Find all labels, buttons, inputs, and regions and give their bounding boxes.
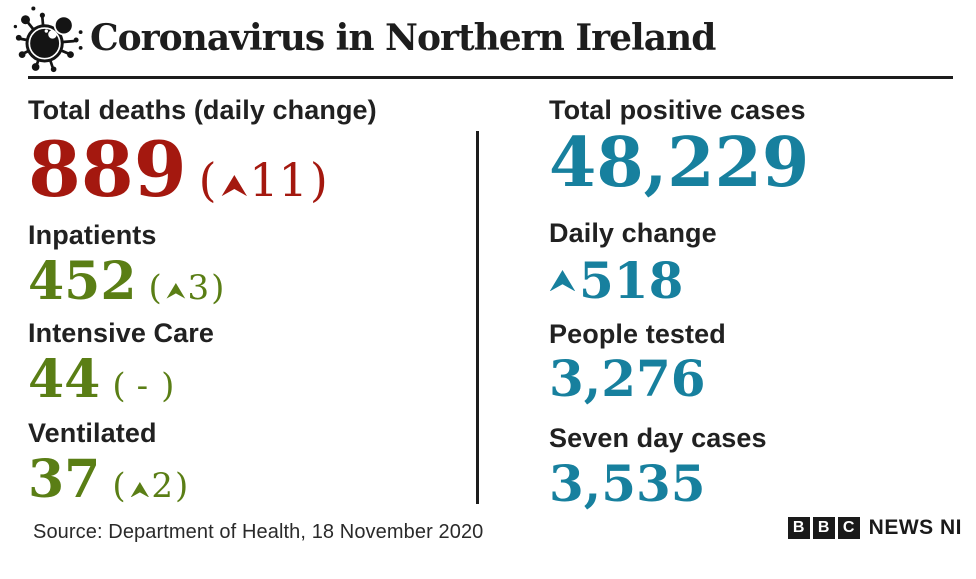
people-tested: 3,276 bbox=[549, 349, 706, 409]
stat-label: Total positive cases bbox=[549, 95, 806, 125]
up-arrow-icon bbox=[549, 269, 576, 292]
stat-people-tested: People tested 3,276 bbox=[549, 318, 976, 404]
up-arrow-icon bbox=[221, 175, 247, 197]
stat-label: Inpatients bbox=[28, 220, 157, 251]
hospital-stats-column: Total deaths (daily change) 889 ( 11 ) I… bbox=[28, 79, 476, 509]
paren-close: ) bbox=[175, 466, 189, 507]
change-value: - bbox=[136, 366, 149, 407]
stat-value: 452 ( 3 ) bbox=[28, 250, 476, 312]
daily-change-group: ( 2 ) bbox=[112, 469, 188, 503]
stat-label: Seven day cases bbox=[549, 423, 767, 454]
stat-ventilated: Ventilated 37 ( 2 ) bbox=[28, 419, 476, 506]
change-value: 3 bbox=[187, 267, 210, 308]
stat-label: People tested bbox=[549, 318, 726, 349]
change-value: 2 bbox=[151, 466, 173, 507]
up-arrow-icon bbox=[166, 283, 186, 299]
daily-change-group: ( 11 ) bbox=[199, 157, 328, 203]
bbc-logo-block: B bbox=[812, 517, 835, 539]
stat-value: 48,229 bbox=[549, 129, 976, 197]
stat-value: 3,276 bbox=[549, 354, 976, 404]
daily-change-group: ( 3 ) bbox=[149, 271, 225, 305]
stat-value: 889 ( 11 ) bbox=[28, 132, 476, 208]
source-caption: Source: Department of Health, 18 Novembe… bbox=[33, 521, 484, 543]
ventilated-total: 37 bbox=[28, 449, 101, 511]
stat-total-positive-cases: Total positive cases 48,229 bbox=[549, 95, 976, 198]
total-cases: 48,229 bbox=[549, 123, 810, 204]
stat-intensive-care: Intensive Care 44 ( - ) bbox=[28, 317, 476, 406]
column-divider bbox=[476, 131, 479, 504]
stat-inpatients: Inpatients 452 ( 3 ) bbox=[28, 221, 476, 307]
bbc-news-ni-logo: B B C NEWS NI bbox=[787, 516, 962, 540]
cases-stats-column: Total positive cases 48,229 Daily change… bbox=[479, 79, 976, 509]
stat-total-deaths: Total deaths (daily change) 889 ( 11 ) bbox=[28, 96, 476, 208]
inpatients-total: 452 bbox=[28, 250, 137, 312]
paren-open: ( bbox=[198, 153, 217, 208]
change-value: 11 bbox=[249, 153, 308, 208]
paren-close: ) bbox=[211, 267, 225, 308]
header: Coronavirus in Northern Ireland bbox=[0, 0, 976, 74]
header-divider bbox=[28, 76, 953, 79]
paren-close: ) bbox=[161, 366, 175, 407]
stat-label: Daily change bbox=[549, 218, 717, 249]
stat-value: 3,535 bbox=[549, 459, 976, 509]
bbc-logo-block: C bbox=[837, 517, 860, 539]
stat-value: 44 ( - ) bbox=[28, 354, 476, 406]
paren-open: ( bbox=[112, 366, 126, 407]
virus-icon bbox=[12, 4, 84, 76]
stat-value: 518 bbox=[549, 250, 976, 310]
brand-text: NEWS NI bbox=[868, 516, 962, 539]
seven-day-cases: 3,535 bbox=[549, 454, 706, 514]
paren-open: ( bbox=[148, 267, 162, 308]
stat-label: Ventilated bbox=[28, 418, 157, 449]
intensive-care-total: 44 bbox=[28, 349, 101, 411]
stat-seven-day-cases: Seven day cases 3,535 bbox=[549, 424, 976, 509]
daily-change-group: ( - ) bbox=[112, 369, 174, 403]
stats-area: Total deaths (daily change) 889 ( 11 ) I… bbox=[0, 79, 976, 509]
paren-close: ) bbox=[309, 153, 328, 208]
up-arrow-icon bbox=[130, 481, 149, 498]
stat-value: 37 ( 2 ) bbox=[28, 454, 476, 506]
daily-change-cases: 518 bbox=[579, 250, 684, 310]
bbc-logo-block: B bbox=[787, 517, 810, 539]
stat-label: Total deaths (daily change) bbox=[28, 95, 377, 125]
page-title: Coronavirus in Northern Ireland bbox=[90, 17, 716, 59]
deaths-total: 889 bbox=[28, 125, 187, 215]
stat-daily-change: Daily change 518 bbox=[549, 219, 976, 305]
stat-label: Intensive Care bbox=[28, 317, 214, 348]
paren-open: ( bbox=[112, 466, 126, 507]
